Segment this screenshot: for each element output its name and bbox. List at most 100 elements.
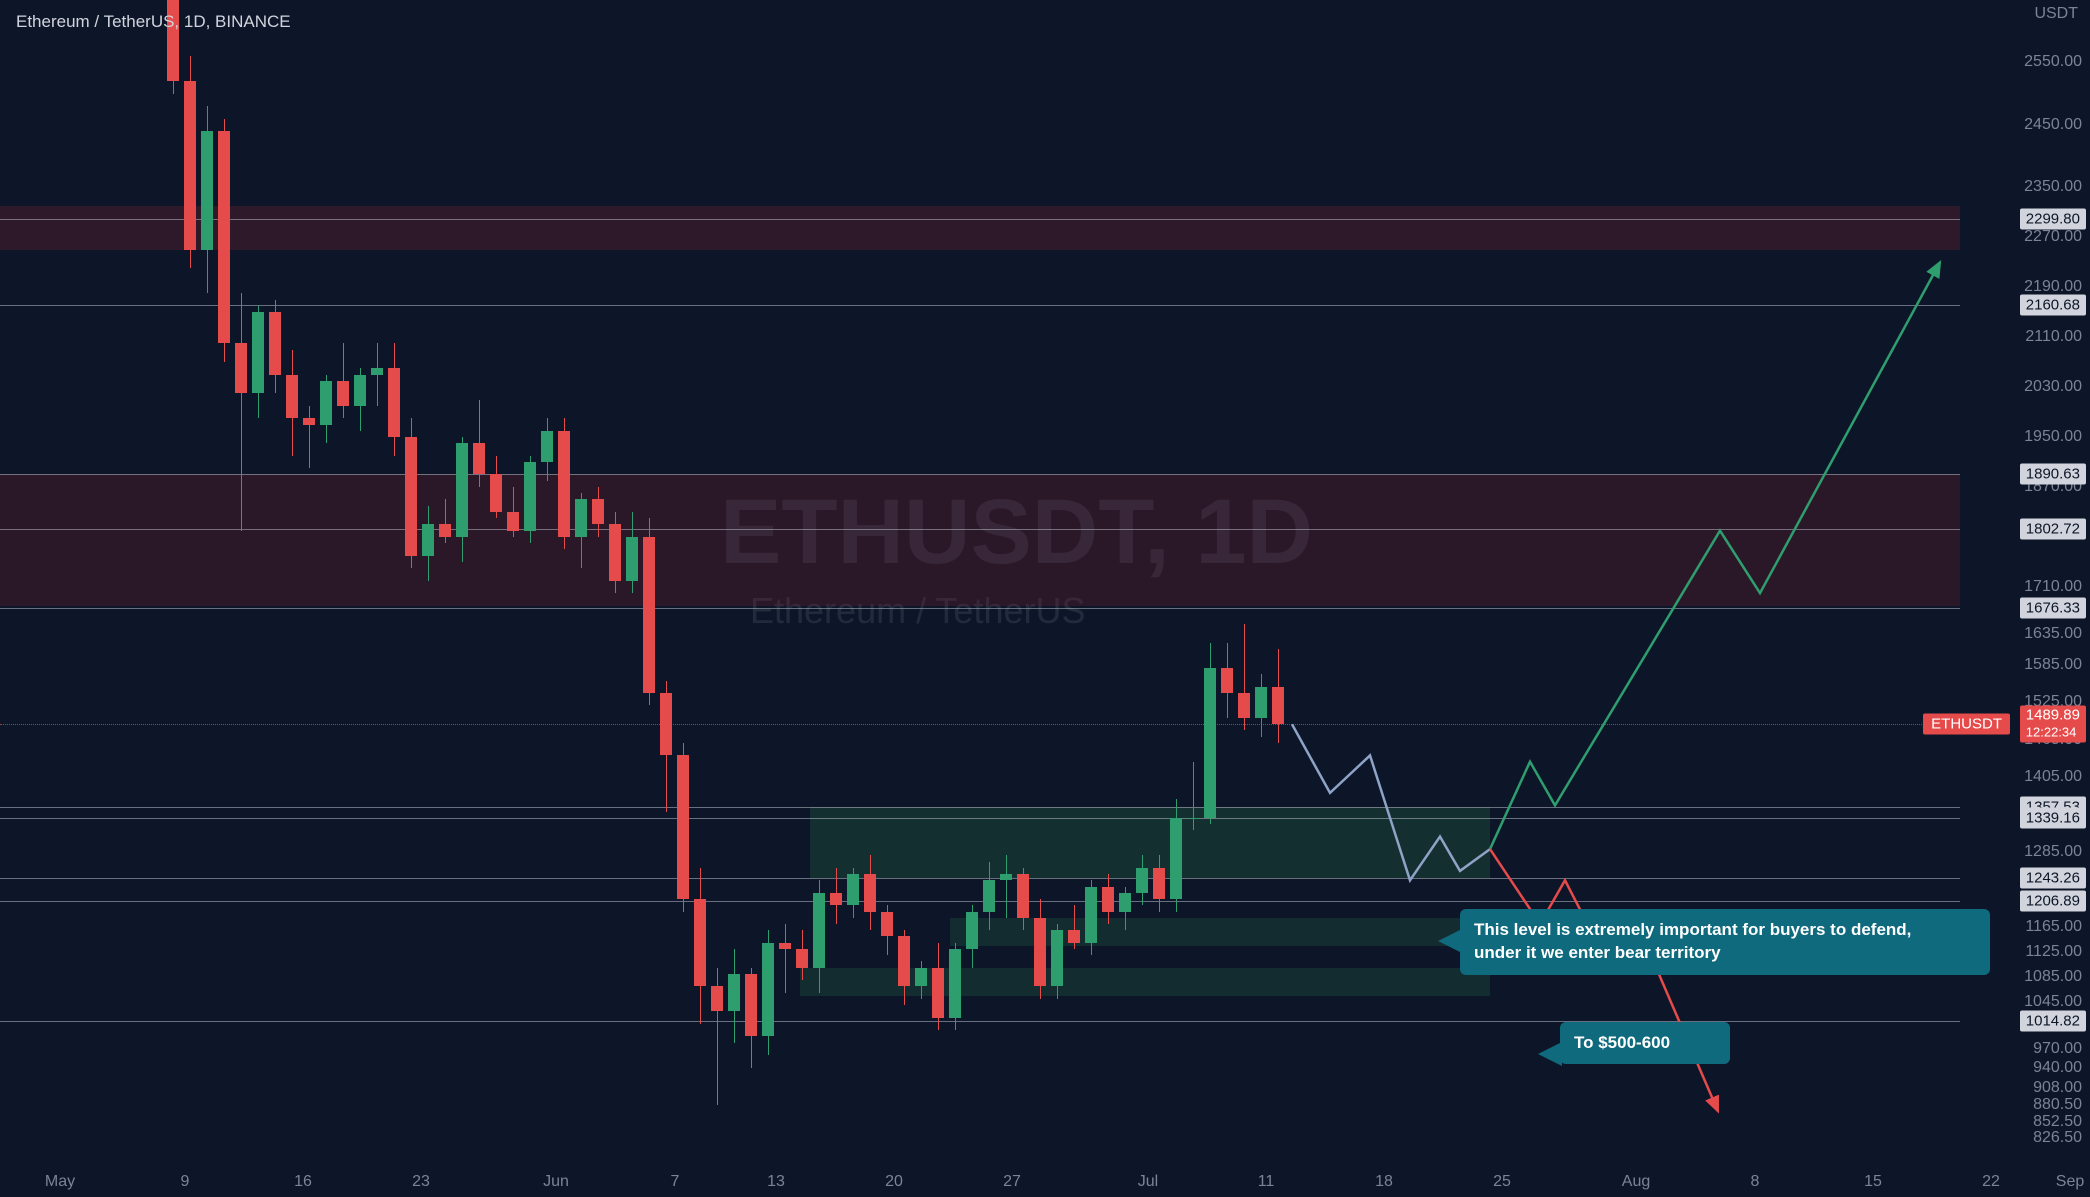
annotation-callout[interactable]: This level is extremely important for bu… — [1460, 909, 1990, 975]
horizontal-line[interactable] — [0, 219, 1960, 220]
candle[interactable] — [575, 499, 587, 536]
candle[interactable] — [456, 443, 468, 537]
candle[interactable] — [490, 474, 502, 511]
candle[interactable] — [1238, 693, 1250, 718]
price-level-tag[interactable]: 1206.89 — [2020, 890, 2086, 911]
time-tick: 22 — [1982, 1173, 2000, 1191]
price-level-tag[interactable]: 2299.80 — [2020, 208, 2086, 229]
candle[interactable] — [762, 943, 774, 1037]
candle[interactable] — [524, 462, 536, 531]
candle[interactable] — [677, 755, 689, 899]
price-level-tag[interactable]: 1339.16 — [2020, 808, 2086, 829]
candle[interactable] — [218, 131, 230, 343]
candle[interactable] — [966, 912, 978, 949]
candle[interactable] — [1034, 918, 1046, 987]
callout-arrow-icon — [1538, 1042, 1562, 1066]
candle[interactable] — [1051, 930, 1063, 986]
horizontal-line[interactable] — [0, 818, 1960, 819]
horizontal-line[interactable] — [0, 305, 1960, 306]
candle[interactable] — [1085, 887, 1097, 943]
price-zone[interactable] — [950, 918, 1490, 946]
candle[interactable] — [354, 375, 366, 406]
candle[interactable] — [558, 431, 570, 537]
ticker-badge[interactable]: ETHUSDT — [1923, 714, 2010, 735]
time-tick: 20 — [885, 1173, 903, 1191]
price-level-tag[interactable]: 1676.33 — [2020, 597, 2086, 618]
price-tick: 1165.00 — [2025, 918, 2082, 936]
candle[interactable] — [796, 949, 808, 968]
candle[interactable] — [626, 537, 638, 581]
horizontal-line[interactable] — [0, 608, 1960, 609]
candle[interactable] — [898, 936, 910, 986]
candle[interactable] — [1221, 668, 1233, 693]
candle[interactable] — [915, 968, 927, 987]
candle[interactable] — [1187, 818, 1199, 819]
horizontal-line[interactable] — [0, 529, 1960, 530]
price-level-tag[interactable]: 1802.72 — [2020, 518, 2086, 539]
candle[interactable] — [830, 893, 842, 905]
candle[interactable] — [371, 368, 383, 374]
candle[interactable] — [881, 912, 893, 937]
candle[interactable] — [1000, 874, 1012, 880]
candle[interactable] — [813, 893, 825, 968]
candle[interactable] — [949, 949, 961, 1018]
candle[interactable] — [847, 874, 859, 905]
candle[interactable] — [388, 368, 400, 437]
projection-path[interactable] — [1490, 849, 1718, 1111]
candle[interactable] — [1272, 687, 1284, 724]
time-tick: Jul — [1138, 1173, 1158, 1191]
chart-container[interactable]: Ethereum / TetherUS, 1D, BINANCE ETHUSDT… — [0, 0, 2090, 1197]
horizontal-line[interactable] — [0, 878, 1960, 879]
candle[interactable] — [1204, 668, 1216, 818]
candle[interactable] — [320, 381, 332, 425]
candle[interactable] — [1102, 887, 1114, 912]
candle[interactable] — [643, 537, 655, 693]
candle[interactable] — [609, 524, 621, 580]
horizontal-line[interactable] — [0, 901, 1960, 902]
price-level-tag[interactable]: 2160.68 — [2020, 295, 2086, 316]
candle[interactable] — [439, 524, 451, 536]
candle[interactable] — [1119, 893, 1131, 912]
candle[interactable] — [745, 974, 757, 1036]
candle[interactable] — [1153, 868, 1165, 899]
candle[interactable] — [1255, 687, 1267, 718]
candle[interactable] — [1170, 818, 1182, 899]
candle[interactable] — [864, 874, 876, 911]
candle[interactable] — [1017, 874, 1029, 918]
candle[interactable] — [932, 968, 944, 1018]
candle[interactable] — [779, 943, 791, 949]
price-level-tag[interactable]: 1014.82 — [2020, 1010, 2086, 1031]
candle[interactable] — [184, 81, 196, 250]
current-price-tag[interactable]: 1489.8912:22:34 — [2020, 706, 2086, 743]
candle[interactable] — [269, 312, 281, 374]
candle[interactable] — [711, 986, 723, 1011]
symbol-header[interactable]: Ethereum / TetherUS, 1D, BINANCE — [16, 12, 291, 32]
candle[interactable] — [286, 375, 298, 419]
time-tick: Jun — [543, 1173, 569, 1191]
candle[interactable] — [422, 524, 434, 555]
candle[interactable] — [983, 880, 995, 911]
horizontal-line[interactable] — [0, 474, 1960, 475]
price-zone[interactable] — [0, 474, 1960, 605]
candle[interactable] — [201, 131, 213, 250]
candle[interactable] — [1068, 930, 1080, 942]
candle[interactable] — [694, 899, 706, 986]
annotation-callout[interactable]: To $500-600 — [1560, 1022, 1730, 1065]
candle[interactable] — [473, 443, 485, 474]
candle[interactable] — [507, 512, 519, 531]
price-zone[interactable] — [0, 206, 1960, 250]
candle[interactable] — [252, 312, 264, 393]
price-tick: 2350.00 — [2024, 178, 2082, 196]
horizontal-line[interactable] — [0, 807, 1960, 808]
candle[interactable] — [1136, 868, 1148, 893]
candle[interactable] — [337, 381, 349, 406]
candle[interactable] — [728, 974, 740, 1011]
price-level-tag[interactable]: 1890.63 — [2020, 464, 2086, 485]
candle[interactable] — [303, 418, 315, 424]
price-tick: 826.50 — [2033, 1129, 2082, 1147]
candle[interactable] — [592, 499, 604, 524]
candle[interactable] — [235, 343, 247, 393]
price-level-tag[interactable]: 1243.26 — [2020, 868, 2086, 889]
candle[interactable] — [541, 431, 553, 462]
candle[interactable] — [405, 437, 417, 556]
